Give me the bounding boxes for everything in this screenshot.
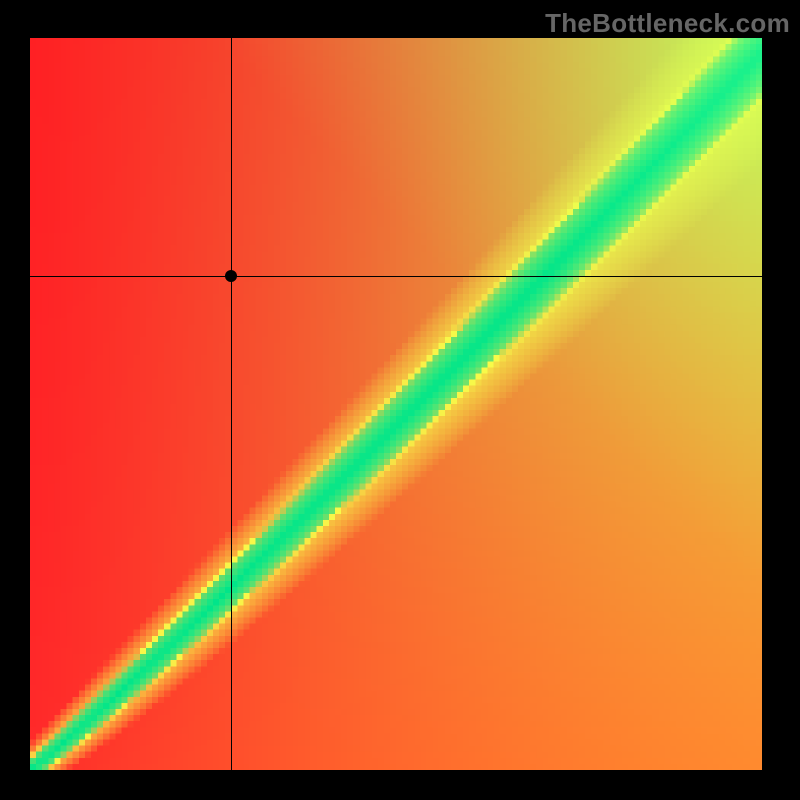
heatmap-canvas <box>30 38 762 770</box>
watermark: TheBottleneck.com <box>0 8 790 39</box>
crosshair-horizontal <box>30 276 762 277</box>
frame: TheBottleneck.com <box>0 0 800 800</box>
crosshair-vertical <box>231 38 232 770</box>
crosshair-point <box>225 270 237 282</box>
plot-area <box>30 38 762 770</box>
